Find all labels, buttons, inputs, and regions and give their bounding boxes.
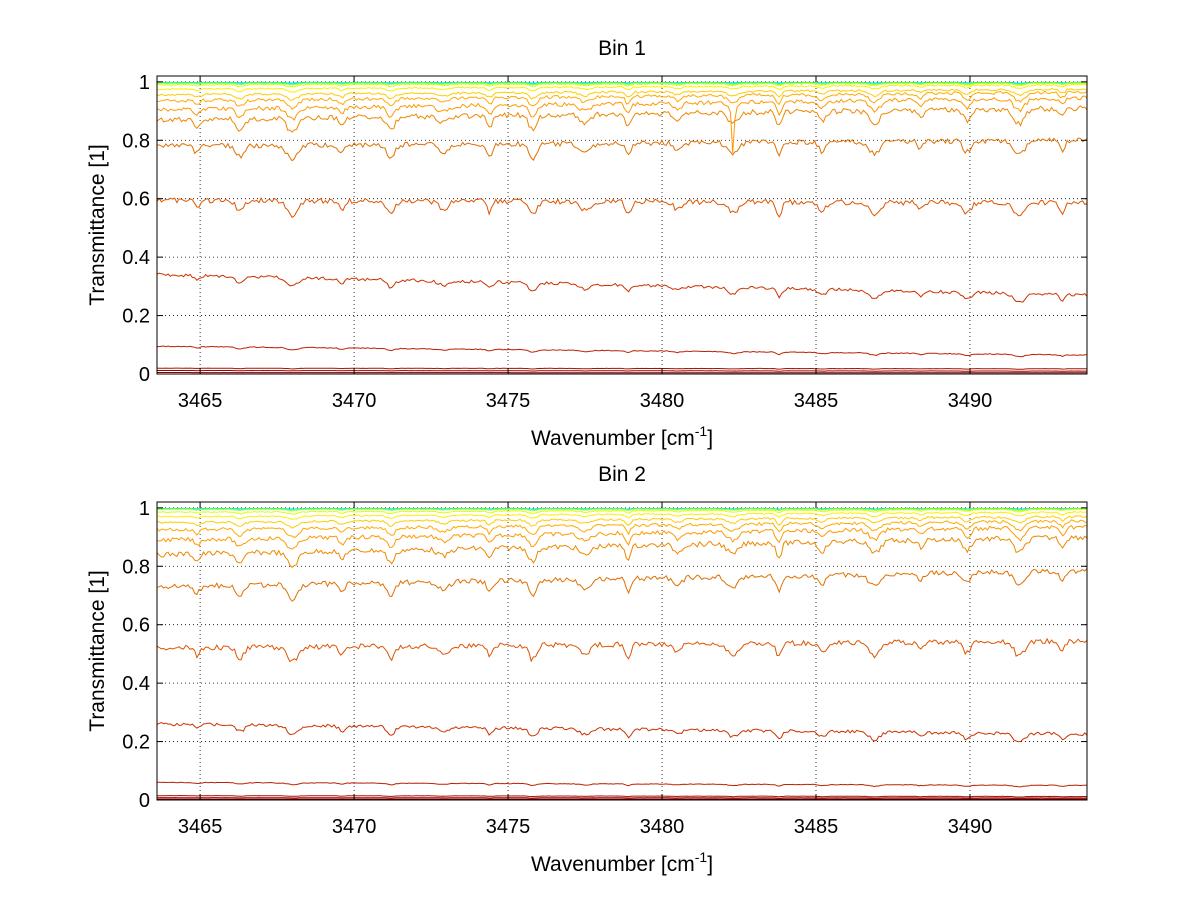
x-tick-label: 3475 <box>486 390 531 412</box>
x-tick-label: 3490 <box>948 390 993 412</box>
x-axis-label: Wavenumber [cm-1] <box>531 423 713 450</box>
chart-title: Bin 2 <box>598 463 646 486</box>
x-tick-label: 3485 <box>794 390 839 412</box>
y-tick-label: 1 <box>139 498 150 520</box>
chart-panel-2: 3465 3470 3475 3480 3485 3490 0 0.2 0.4 0.6 0.8 1 Bi… <box>86 463 1087 876</box>
y-tick-label: 1 <box>139 72 150 94</box>
y-tick-label: 0.8 <box>122 130 150 152</box>
y-tick-label: 0.2 <box>122 732 150 754</box>
x-tick-label: 3485 <box>794 816 839 838</box>
x-tick-label: 3475 <box>486 816 531 838</box>
series-line <box>157 798 1087 799</box>
x-tick-label: 3490 <box>948 816 993 838</box>
y-tick-label: 0 <box>139 790 150 812</box>
chart-title: Bin 1 <box>598 37 646 60</box>
y-tick-label: 0.2 <box>122 306 150 328</box>
y-tick-label: 0.4 <box>122 247 150 269</box>
y-tick-label: 0.6 <box>122 189 150 211</box>
series-line <box>157 371 1087 372</box>
x-tick-label: 3480 <box>640 390 685 412</box>
x-tick-label: 3465 <box>178 816 223 838</box>
y-axis-label: Transmittance [1] <box>86 570 109 731</box>
x-tick-label: 3470 <box>332 816 377 838</box>
x-axis-label: Wavenumber [cm-1] <box>531 849 713 876</box>
x-tick-label: 3480 <box>640 816 685 838</box>
y-tick-label: 0.8 <box>122 556 150 578</box>
y-axis-label: Transmittance [1] <box>86 144 109 305</box>
y-tick-label: 0.6 <box>122 615 150 637</box>
x-tick-label: 3465 <box>178 390 223 412</box>
chart-panel-1: 3465 3470 3475 3480 3485 3490 0 0.2 0.4 0.6 0.8 1 Bi… <box>86 37 1087 450</box>
y-tick-label: 0 <box>139 364 150 386</box>
y-tick-label: 0.4 <box>122 673 150 695</box>
x-tick-label: 3470 <box>332 390 377 412</box>
plot-area <box>157 76 1087 374</box>
